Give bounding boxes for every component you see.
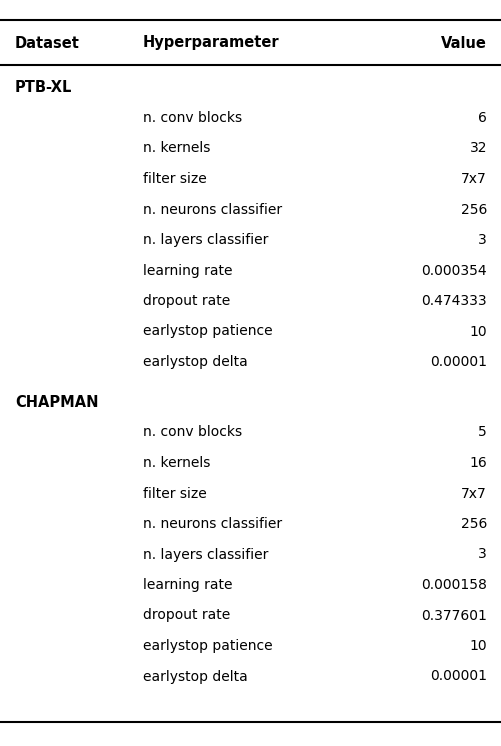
Text: 3: 3 [477,233,486,247]
Text: 256: 256 [459,202,486,216]
Text: n. layers classifier: n. layers classifier [143,548,268,562]
Text: 3: 3 [477,548,486,562]
Text: n. neurons classifier: n. neurons classifier [143,517,282,531]
Text: 16: 16 [468,456,486,470]
Text: 7x7: 7x7 [460,486,486,501]
Text: 0.474333: 0.474333 [420,294,486,308]
Text: 6: 6 [477,111,486,125]
Text: 32: 32 [468,142,486,155]
Text: n. kernels: n. kernels [143,456,210,470]
Text: 0.377601: 0.377601 [420,609,486,622]
Text: earlystop patience: earlystop patience [143,639,272,653]
Text: 0.000158: 0.000158 [420,578,486,592]
Text: learning rate: learning rate [143,263,232,278]
Text: earlystop delta: earlystop delta [143,355,247,369]
Text: Dataset: Dataset [15,36,80,51]
Text: 7x7: 7x7 [460,172,486,186]
Text: n. conv blocks: n. conv blocks [143,111,241,125]
Text: Hyperparameter: Hyperparameter [143,36,279,51]
Text: 5: 5 [477,425,486,439]
Text: dropout rate: dropout rate [143,294,230,308]
Text: CHAPMAN: CHAPMAN [15,395,98,410]
Text: Value: Value [440,36,486,51]
Text: 10: 10 [468,325,486,339]
Text: dropout rate: dropout rate [143,609,230,622]
Text: earlystop delta: earlystop delta [143,669,247,683]
Text: n. layers classifier: n. layers classifier [143,233,268,247]
Text: PTB-XL: PTB-XL [15,81,72,95]
Text: 0.00001: 0.00001 [429,355,486,369]
Text: filter size: filter size [143,172,206,186]
Text: 10: 10 [468,639,486,653]
Text: filter size: filter size [143,486,206,501]
Text: 0.00001: 0.00001 [429,669,486,683]
Text: earlystop patience: earlystop patience [143,325,272,339]
Text: n. kernels: n. kernels [143,142,210,155]
Text: n. conv blocks: n. conv blocks [143,425,241,439]
Text: 256: 256 [459,517,486,531]
Text: learning rate: learning rate [143,578,232,592]
Text: 0.000354: 0.000354 [420,263,486,278]
Text: n. neurons classifier: n. neurons classifier [143,202,282,216]
